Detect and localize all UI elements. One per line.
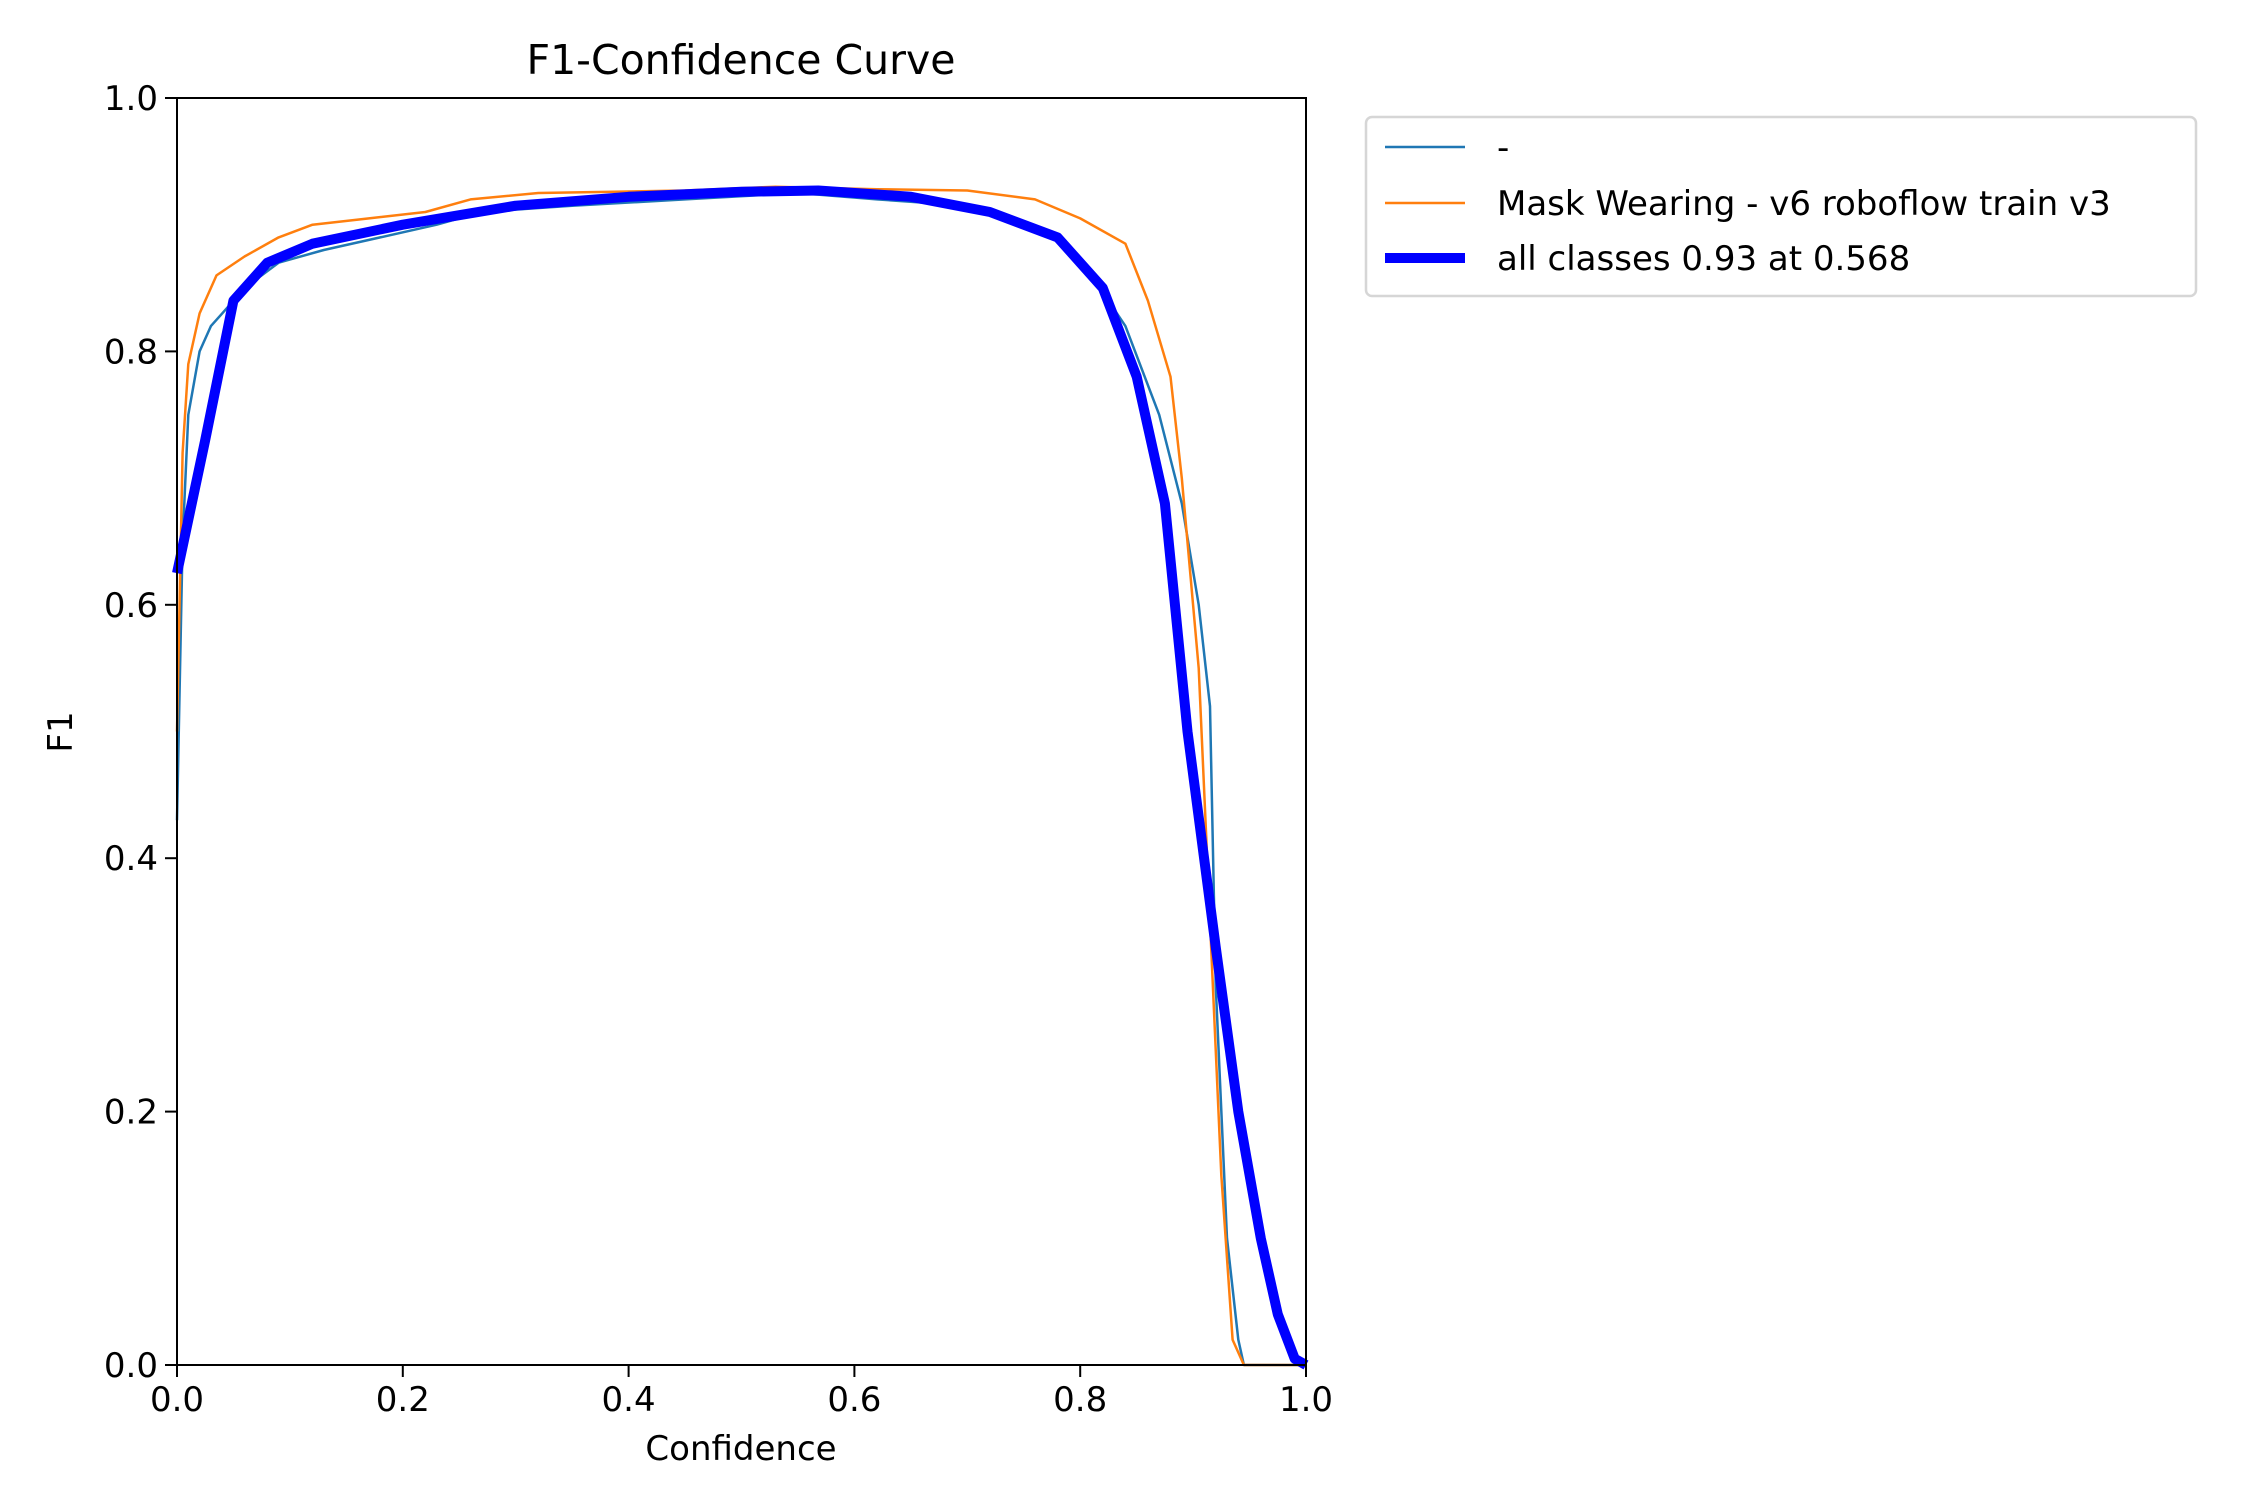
x-tick-label: 0.2: [376, 1380, 430, 1420]
y-tick-label: 0.8: [104, 332, 158, 372]
legend-box: [1364, 115, 2198, 298]
x-tick-label: 1.0: [1279, 1380, 1333, 1420]
x-axis-label: Confidence: [645, 1429, 836, 1469]
axes-frame: [176, 97, 1307, 1366]
legend: - Mask Wearing - v6 roboflow train v3 all …: [1364, 115, 2198, 298]
x-tick-label: 0.6: [827, 1380, 881, 1420]
x-tick-label: 0.8: [1053, 1380, 1107, 1420]
x-tick-label: 0.4: [602, 1380, 656, 1420]
legend-label-0: -: [1497, 128, 1509, 168]
legend-label-1: Mask Wearing - v6 roboflow train v3: [1497, 184, 2111, 224]
ticks: 0.0 0.2 0.4 0.6 0.8 1.0 0.0 0.2 0.4 0.6 0.8 1.0: [104, 79, 1333, 1420]
y-tick-label: 0.4: [104, 839, 158, 879]
x-tick-label: 0.0: [150, 1380, 204, 1420]
series-line-2: [172, 185, 1309, 1370]
chart-title: F1-Confidence Curve: [527, 36, 956, 84]
y-tick-label: 0.0: [104, 1346, 158, 1386]
y-tick-label: 0.6: [104, 586, 158, 626]
y-tick-label: 1.0: [104, 79, 158, 119]
legend-label-2: all classes 0.93 at 0.568: [1497, 239, 1910, 279]
plot-area: [172, 185, 1309, 1370]
y-axis-label: F1: [41, 711, 81, 752]
y-tick-label: 0.2: [104, 1093, 158, 1133]
